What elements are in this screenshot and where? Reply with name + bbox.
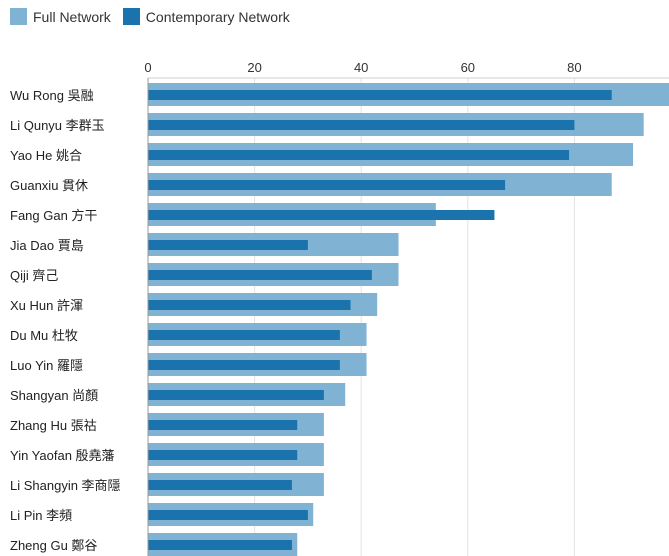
x-tick-label: 60 [461, 60, 475, 75]
bar-contemporary-network [148, 90, 612, 100]
chart-legend: Full Network Contemporary Network [10, 8, 302, 25]
bar-contemporary-network [148, 360, 340, 370]
category-label: Du Mu 杜牧 [10, 328, 78, 343]
category-label: Zhang Hu 張祜 [10, 418, 97, 433]
category-label: Yao He 姚合 [10, 148, 82, 163]
bar-contemporary-network [148, 210, 495, 220]
category-label: Luo Yin 羅隱 [10, 358, 83, 373]
category-label: Shangyan 尚顏 [10, 388, 98, 403]
bar-contemporary-network [148, 300, 351, 310]
bar-contemporary-network [148, 480, 292, 490]
category-label: Qiji 齊己 [10, 268, 58, 283]
bar-contemporary-network [148, 540, 292, 550]
category-label: Li Shangyin 李商隱 [10, 478, 121, 493]
bar-contemporary-network [148, 120, 575, 130]
legend-swatch-contemporary-network [122, 8, 140, 25]
bar-contemporary-network [148, 330, 340, 340]
x-tick-label: 80 [567, 60, 581, 75]
legend-swatch-full-network [10, 8, 27, 25]
bar-contemporary-network [148, 450, 298, 460]
bar-contemporary-network [148, 270, 372, 280]
category-label: Li Pin 李頻 [10, 508, 72, 523]
x-tick-label: 20 [247, 60, 261, 75]
legend-item-contemporary-network[interactable]: Contemporary Network [122, 8, 290, 25]
category-label: Li Qunyu 李群玉 [10, 118, 105, 133]
legend-item-full-network[interactable]: Full Network [10, 8, 111, 25]
x-tick-label: 0 [144, 60, 151, 75]
category-label: Yin Yaofan 殷堯藩 [10, 448, 115, 463]
bar-contemporary-network [148, 240, 308, 250]
category-label: Jia Dao 賈島 [10, 238, 84, 253]
legend-label-contemporary-network: Contemporary Network [145, 8, 290, 25]
bar-contemporary-network [148, 420, 298, 430]
category-label: Wu Rong 吳融 [10, 88, 94, 103]
bar-contemporary-network [148, 390, 324, 400]
category-label: Guanxiu 貫休 [10, 178, 88, 193]
category-label: Fang Gan 方干 [10, 208, 97, 223]
bar-contemporary-network [148, 510, 308, 520]
x-tick-label: 40 [354, 60, 368, 75]
bar-contemporary-network [148, 150, 570, 160]
category-label: Zheng Gu 鄭谷 [10, 538, 97, 553]
legend-label-full-network: Full Network [33, 8, 111, 25]
category-label: Xu Hun 許渾 [10, 298, 83, 313]
bar-contemporary-network [148, 180, 506, 190]
